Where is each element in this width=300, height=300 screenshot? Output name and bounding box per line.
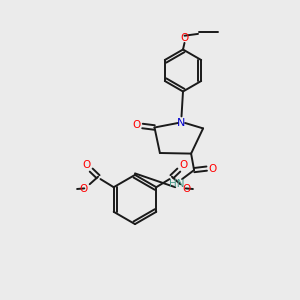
- Text: N: N: [177, 118, 186, 128]
- Text: O: O: [80, 184, 88, 194]
- Text: HN: HN: [169, 178, 185, 189]
- Text: O: O: [82, 160, 91, 170]
- Text: O: O: [182, 184, 190, 194]
- Text: O: O: [208, 164, 216, 174]
- Text: O: O: [179, 160, 188, 170]
- Text: O: O: [180, 33, 189, 43]
- Text: O: O: [132, 119, 141, 130]
